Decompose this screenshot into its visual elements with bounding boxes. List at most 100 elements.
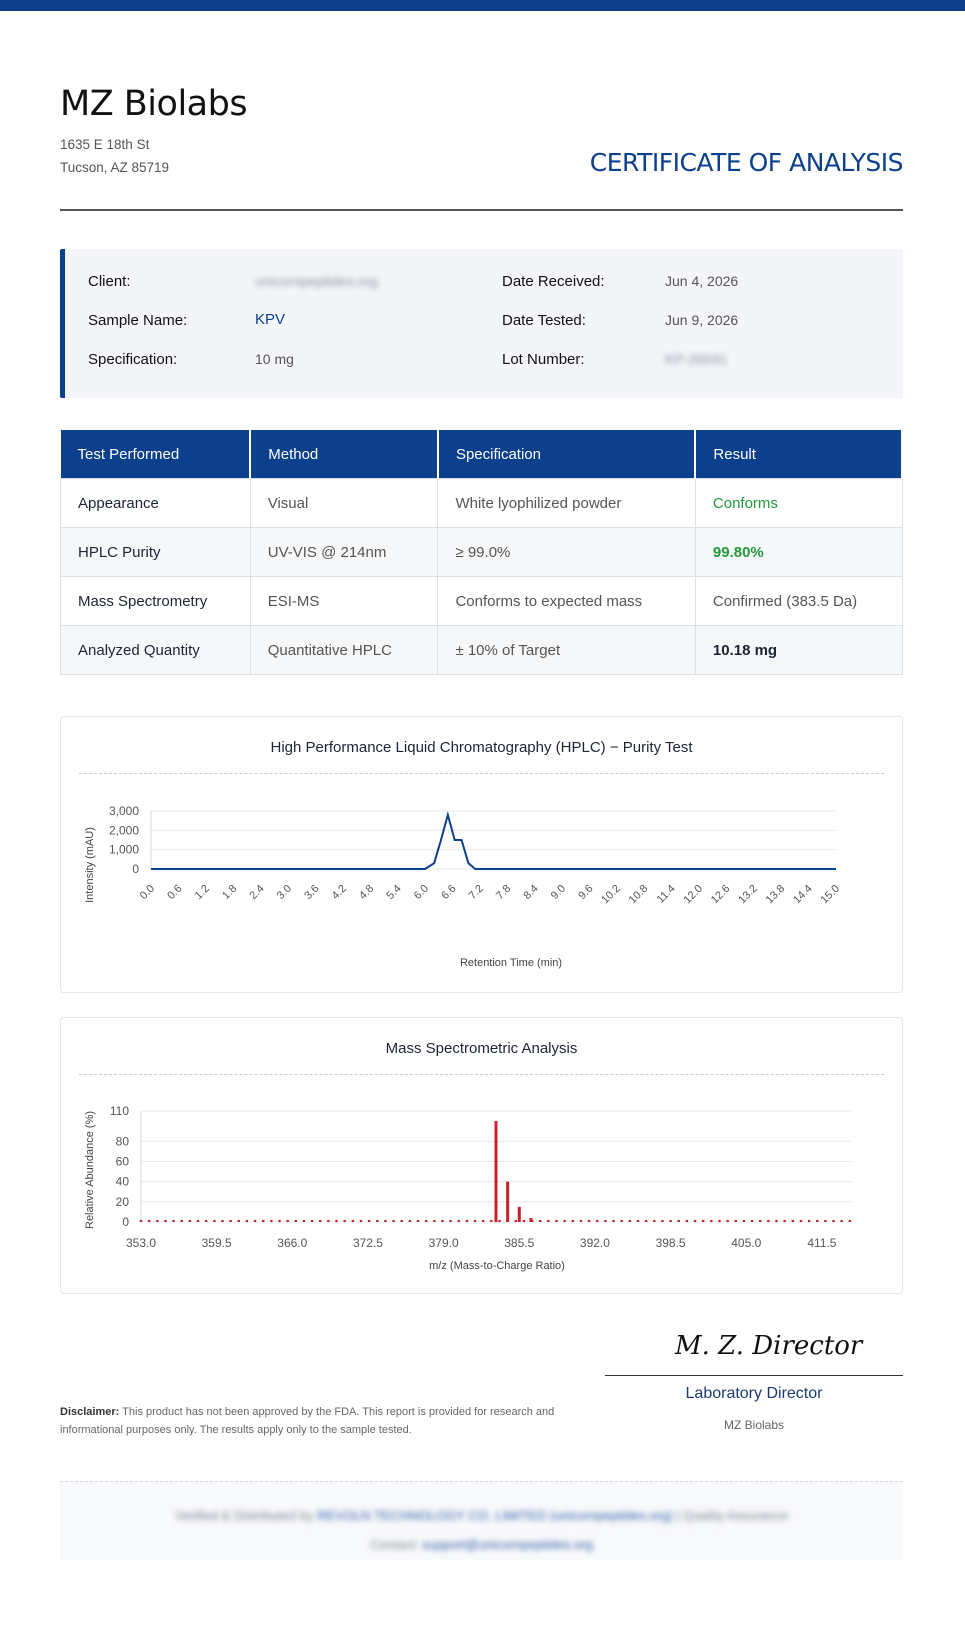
date-received-label: Date Received: xyxy=(502,273,605,290)
sample-name-value: KPV xyxy=(255,311,286,328)
ms-noise-bar xyxy=(816,1219,819,1222)
ms-noise-bar xyxy=(653,1219,656,1222)
hplc-x-tick-label: 8.4 xyxy=(521,883,540,902)
ms-noise-bar xyxy=(498,1219,501,1222)
ms-noise-bar xyxy=(286,1219,289,1222)
ms-noise-bar xyxy=(139,1219,143,1222)
ms-noise-bar xyxy=(718,1219,721,1222)
ms-peak-bar xyxy=(529,1217,533,1222)
ms-noise-bar xyxy=(636,1219,640,1222)
ms-noise-bar xyxy=(156,1219,159,1222)
ms-y-tick-label: 110 xyxy=(110,1104,129,1118)
ms-noise-bar xyxy=(701,1219,705,1222)
ms-x-tick-label: 379.0 xyxy=(429,1236,459,1250)
ms-noise-bar xyxy=(669,1219,672,1222)
hplc-x-tick-label: 6.0 xyxy=(412,883,431,902)
footer-contact-label: Contact: xyxy=(370,1537,423,1552)
hplc-x-tick-label: 4.2 xyxy=(330,883,349,902)
ms-noise-bar xyxy=(539,1219,542,1222)
ms-noise-bar xyxy=(327,1219,330,1222)
hplc-y-axis-label: Intensity (mAU) xyxy=(84,827,96,903)
ms-noise-bar xyxy=(351,1219,355,1222)
ms-noise-bar xyxy=(229,1219,232,1222)
ms-noise-bar xyxy=(376,1219,379,1222)
ms-y-tick-label: 0 xyxy=(122,1215,129,1229)
hplc-series-line xyxy=(151,811,836,870)
cell-method: ESI-MS xyxy=(249,576,439,626)
ms-noise-bar xyxy=(457,1219,460,1222)
ms-y-tick-label: 20 xyxy=(116,1195,130,1209)
hplc-y-tick-label: 3,000 xyxy=(109,804,139,818)
ms-noise-bar xyxy=(237,1219,240,1222)
hplc-chart-card: High Performance Liquid Chromatography (… xyxy=(60,716,903,993)
hplc-x-tick-label: 1.8 xyxy=(220,883,239,902)
ms-noise-bar xyxy=(180,1219,183,1222)
ms-noise-bar xyxy=(807,1219,811,1222)
disclaimer-text: This product has not been approved by th… xyxy=(60,1406,555,1436)
ms-noise-bar xyxy=(172,1219,175,1222)
ms-noise-bar xyxy=(628,1219,632,1222)
ms-noise-bar xyxy=(213,1219,216,1222)
date-tested-value: Jun 9, 2026 xyxy=(665,312,739,328)
cell-method: UV-VIS @ 214nm xyxy=(249,527,439,577)
signature-title: Laboratory Director xyxy=(685,1385,823,1402)
ms-noise-bar xyxy=(221,1219,224,1222)
ms-noise-bar xyxy=(302,1219,306,1222)
ms-peak-bar xyxy=(506,1181,510,1222)
hplc-chart-title: High Performance Liquid Chromatography (… xyxy=(270,739,693,756)
hplc-x-tick-label: 9.6 xyxy=(576,883,595,902)
ms-noise-bar xyxy=(164,1219,167,1222)
footer-verified-prefix: Verified & Distributed by xyxy=(174,1508,318,1523)
ms-x-tick-label: 411.5 xyxy=(807,1236,836,1250)
cell-test: Mass Spectrometry xyxy=(60,576,251,626)
ms-noise-bar xyxy=(783,1219,786,1222)
date-received-value: Jun 4, 2026 xyxy=(665,273,739,289)
cell-test: Analyzed Quantity xyxy=(60,625,251,675)
ms-noise-bar xyxy=(547,1219,550,1222)
ms-noise-bar xyxy=(767,1219,770,1222)
table-row: Appearance Visual White lyophilized powd… xyxy=(60,478,903,528)
footer-separator: | xyxy=(676,1508,680,1523)
ms-noise-bar xyxy=(204,1219,208,1222)
signature-org: MZ Biolabs xyxy=(723,1418,785,1432)
document-title: CERTIFICATE OF ANALYSIS xyxy=(589,148,904,177)
cell-specification: Conforms to expected mass xyxy=(437,576,696,626)
client-value: unicornpeptides.org xyxy=(255,273,378,289)
footer-contact-email[interactable]: support@unicornpeptides.org xyxy=(422,1537,593,1552)
ms-noise-bar xyxy=(579,1219,583,1222)
ms-noise-bar xyxy=(359,1219,363,1222)
ms-noise-bar xyxy=(514,1219,517,1222)
header-divider xyxy=(60,209,903,211)
ms-noise-bar xyxy=(343,1219,346,1222)
ms-noise-bar xyxy=(245,1219,249,1222)
ms-noise-bar xyxy=(147,1219,151,1222)
ms-noise-bar xyxy=(294,1219,298,1222)
ms-noise-bar xyxy=(441,1219,444,1222)
ms-noise-bar xyxy=(848,1219,852,1222)
director-signature: M. Z. Director xyxy=(675,1331,863,1361)
ms-noise-bar xyxy=(620,1219,623,1222)
ms-noise-bar xyxy=(791,1219,795,1222)
ms-noise-bar xyxy=(262,1219,265,1222)
ms-noise-bar xyxy=(726,1219,729,1222)
cell-method: Visual xyxy=(249,478,439,528)
hplc-x-tick-label: 10.2 xyxy=(599,883,623,907)
cell-result: Confirmed (383.5 Da) xyxy=(694,576,903,626)
ms-y-tick-label: 40 xyxy=(116,1175,130,1189)
hplc-y-tick-label: 0 xyxy=(132,862,139,876)
footer-contact-line: Contact: support@unicornpeptides.org xyxy=(60,1537,903,1552)
ms-noise-bar xyxy=(677,1219,680,1222)
client-label: Client: xyxy=(88,273,131,290)
lot-number-label: Lot Number: xyxy=(502,351,585,368)
footer-quality: Quality Assurance xyxy=(683,1508,789,1523)
table-row: HPLC Purity UV-VIS @ 214nm ≥ 99.0% 99.80… xyxy=(60,527,903,577)
hplc-x-tick-label: 15.0 xyxy=(818,883,842,907)
footer-verified-org[interactable]: REVOLN TECHNOLOGY CO. LIMITED (unicornpe… xyxy=(317,1508,673,1523)
cell-test: Appearance xyxy=(60,478,251,528)
ms-noise-bar xyxy=(775,1219,778,1222)
ms-noise-bar xyxy=(481,1219,485,1222)
table-row: Mass Spectrometry ESI-MS Conforms to exp… xyxy=(60,576,903,626)
hplc-x-tick-label: 3.0 xyxy=(275,883,294,902)
ms-noise-bar xyxy=(596,1219,599,1222)
hplc-x-tick-label: 1.2 xyxy=(193,883,212,902)
